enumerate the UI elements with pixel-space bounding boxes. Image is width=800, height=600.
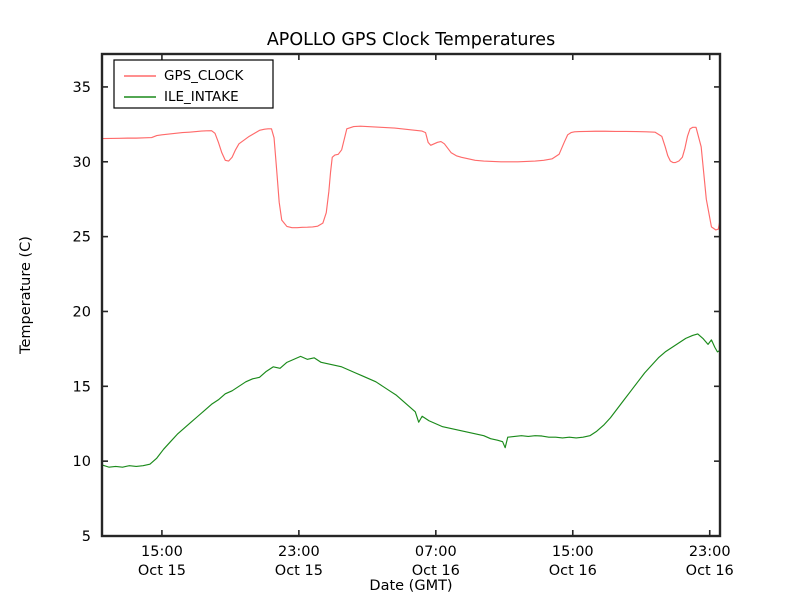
series-line-ile-intake [101,333,721,468]
x-tick-label-date: Oct 15 [138,563,186,579]
y-tick-label: 35 [73,80,91,96]
legend-frame [113,59,274,109]
y-tick-label: 5 [82,529,91,545]
x-tick-label-date: Oct 16 [412,563,460,579]
x-tick-label-date: Oct 15 [275,563,323,579]
legend-label-ile-intake: ILE_INTAKE [164,89,239,105]
chart-legend: GPS_CLOCK ILE_INTAKE [113,59,274,109]
series-line-gps-clock [101,125,721,231]
plot-area [102,54,720,536]
legend-label-gps-clock: GPS_CLOCK [164,68,244,84]
y-tick-label: 25 [73,230,91,246]
x-tick-label-time: 23:00 [689,544,731,560]
y-axis-ticks: 5 10 15 20 25 30 35 [73,80,720,545]
x-tick-label-time: 23:00 [278,544,320,560]
y-tick-label: 20 [73,304,91,320]
x-tick-label-time: 15:00 [141,544,183,560]
legend-entries: GPS_CLOCK ILE_INTAKE [124,68,244,105]
y-tick-label: 15 [73,379,91,395]
x-tick-label-date: Oct 16 [549,563,597,579]
x-axis-ticks: 15:00 Oct 15 23:00 Oct 15 07:00 Oct 16 15:00 Oc… [138,54,734,579]
x-tick-label-time: 15:00 [552,544,594,560]
axes-frame [100,52,722,538]
x-tick-label-time: 07:00 [415,544,457,560]
y-axis-label: Temperature (C) [18,236,34,355]
y-tick-label: 10 [73,454,91,470]
series-group [101,125,721,468]
x-axis-label: Date (GMT) [369,578,452,594]
x-tick-label-date: Oct 16 [686,563,734,579]
y-tick-label: 30 [73,155,91,171]
chart-title: APOLLO GPS Clock Temperatures [267,30,555,50]
